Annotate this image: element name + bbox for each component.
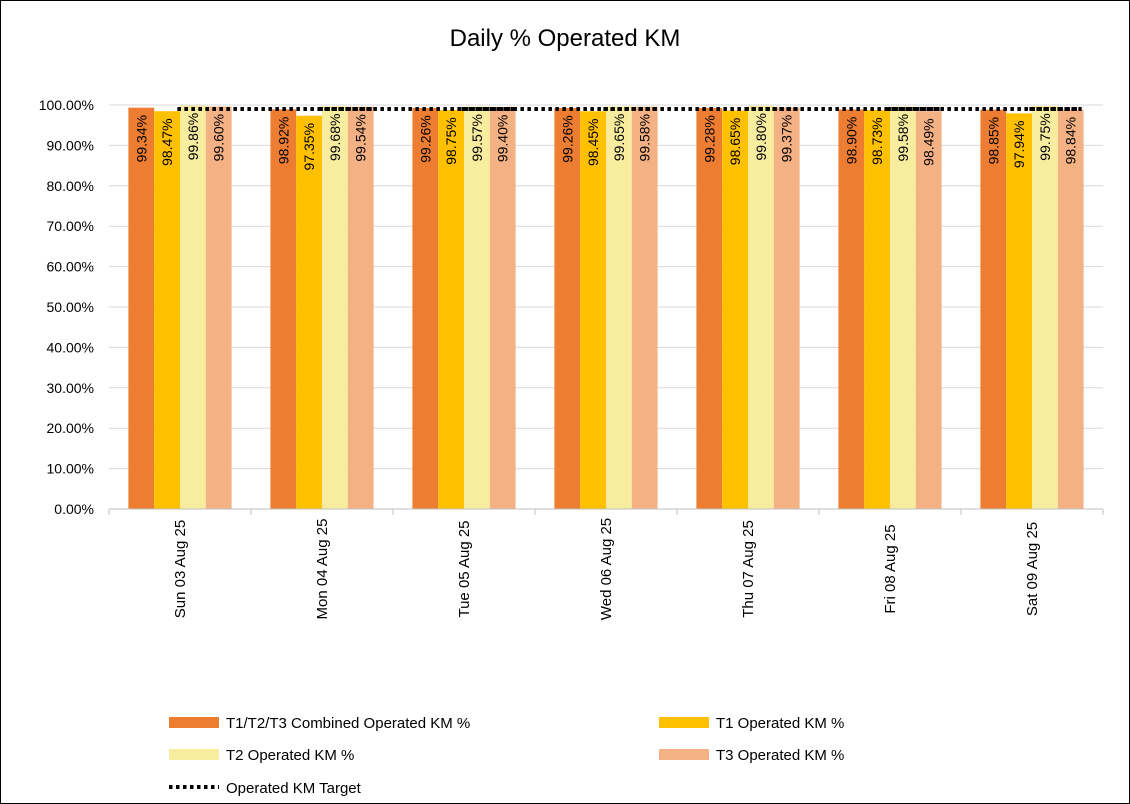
legend-label: T2 Operated KM % <box>226 747 354 764</box>
data-label: 99.54% <box>353 114 369 161</box>
bar <box>631 106 658 509</box>
data-label: 99.34% <box>133 115 149 162</box>
data-label: 98.65% <box>727 118 743 165</box>
bar <box>773 107 800 509</box>
data-label: 98.84% <box>1063 117 1079 164</box>
bar <box>554 107 581 510</box>
data-label: 99.28% <box>701 115 717 162</box>
bar <box>722 110 748 509</box>
data-label: 99.68% <box>327 114 343 161</box>
legend-swatch <box>169 717 219 728</box>
x-tick-label: Sun 03 Aug 25 <box>172 520 189 618</box>
bar <box>748 105 774 510</box>
data-label: 99.58% <box>637 114 653 161</box>
y-tick-label: 50.00% <box>47 299 94 315</box>
data-label: 97.35% <box>301 123 317 170</box>
bar <box>438 110 464 510</box>
bar <box>347 106 374 509</box>
y-tick-label: 70.00% <box>47 218 94 234</box>
bar <box>154 111 180 509</box>
data-label: 99.37% <box>779 115 795 162</box>
bar <box>205 106 232 509</box>
data-label: 99.26% <box>559 115 575 162</box>
y-tick-label: 0.00% <box>54 501 94 517</box>
x-tick-label: Tue 05 Aug 25 <box>456 520 473 617</box>
x-tick-label: Mon 04 Aug 25 <box>314 519 331 620</box>
data-label: 97.94% <box>1011 121 1027 168</box>
bar <box>696 107 723 509</box>
data-label: 99.26% <box>417 115 433 162</box>
legend-swatch <box>659 717 709 728</box>
data-label: 99.40% <box>495 115 511 162</box>
data-label: 98.85% <box>985 117 1001 164</box>
bar <box>180 105 206 509</box>
bar <box>838 109 865 509</box>
data-label: 99.60% <box>211 114 227 161</box>
bar <box>890 106 916 509</box>
bar <box>864 110 890 509</box>
data-label: 98.49% <box>921 118 937 165</box>
legend-swatch <box>169 749 219 760</box>
x-tick-label: Fri 08 Aug 25 <box>882 524 899 613</box>
legend-label: T1 Operated KM % <box>716 715 844 732</box>
chart-title: Daily % Operated KM <box>450 25 681 52</box>
y-tick-label: 60.00% <box>47 259 94 275</box>
legend-swatch <box>659 749 709 760</box>
legend-label: T3 Operated KM % <box>716 747 844 764</box>
data-label: 99.75% <box>1037 113 1053 160</box>
data-label: 98.92% <box>275 117 291 164</box>
y-tick-label: 20.00% <box>47 420 94 436</box>
x-tick-label: Sat 09 Aug 25 <box>1024 522 1041 616</box>
x-tick-label: Thu 07 Aug 25 <box>740 520 757 618</box>
bar <box>270 109 297 510</box>
bar <box>128 107 155 510</box>
data-label: 98.75% <box>443 117 459 164</box>
data-label: 99.80% <box>753 113 769 160</box>
y-tick-label: 10.00% <box>47 461 94 477</box>
y-tick-label: 40.00% <box>47 339 94 355</box>
data-label: 99.57% <box>469 114 485 161</box>
bar <box>606 106 632 509</box>
bar <box>1032 106 1058 509</box>
bar <box>296 115 322 510</box>
bar <box>915 111 942 509</box>
data-label: 98.45% <box>585 119 601 166</box>
bar <box>1006 113 1032 510</box>
data-label: 99.58% <box>895 114 911 161</box>
bar <box>322 106 348 510</box>
bar <box>580 111 606 510</box>
bar <box>1057 109 1084 509</box>
y-tick-label: 80.00% <box>47 178 94 194</box>
data-label: 98.73% <box>869 117 885 164</box>
x-tick-label: Wed 06 Aug 25 <box>598 518 615 620</box>
y-tick-label: 90.00% <box>47 137 94 153</box>
bar <box>412 107 439 510</box>
bar <box>489 107 516 509</box>
bar <box>464 106 490 510</box>
data-label: 98.90% <box>843 117 859 164</box>
legend-label: Operated KM Target <box>226 780 362 797</box>
data-label: 99.65% <box>611 114 627 161</box>
legend-label: T1/T2/T3 Combined Operated KM % <box>226 715 470 732</box>
data-label: 99.86% <box>185 113 201 160</box>
data-label: 98.47% <box>159 118 175 165</box>
y-tick-label: 30.00% <box>47 380 94 396</box>
bar <box>980 109 1007 510</box>
y-tick-label: 100.00% <box>39 97 94 113</box>
